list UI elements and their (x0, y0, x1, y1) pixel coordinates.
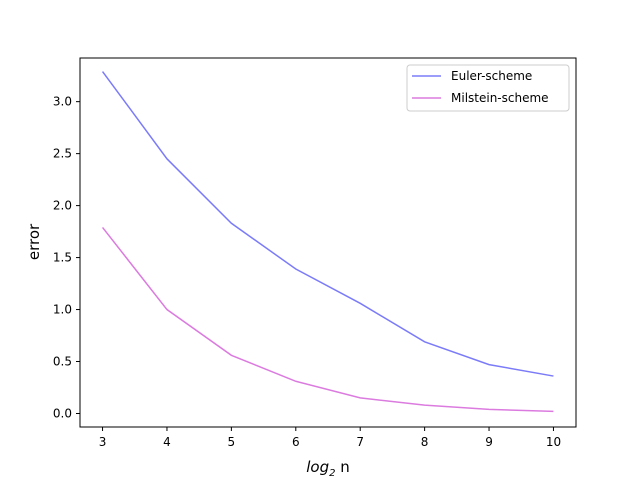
y-tick-label: 0.0 (53, 406, 72, 420)
y-tick-label: 1.5 (53, 251, 72, 265)
y-axis: 0.0 0.5 1.0 1.5 2.0 2.5 3.0 (53, 95, 80, 420)
x-tick-label: 7 (356, 435, 364, 449)
x-axis-label-base: log (306, 458, 329, 476)
series-line-milstein (101, 226, 554, 413)
legend-label: Euler-scheme (451, 69, 532, 83)
legend-box (406, 64, 570, 112)
y-tick-label: 1.0 (53, 303, 72, 317)
x-tick-label: 10 (546, 435, 561, 449)
x-tick-label: 3 (99, 435, 107, 449)
x-axis-label-sub: 2 (329, 468, 335, 479)
x-tick-label: 5 (228, 435, 236, 449)
y-axis-label: error (25, 223, 43, 260)
x-tick-label: 9 (485, 435, 493, 449)
x-tick-label: 6 (292, 435, 300, 449)
y-tick-label: 3.0 (53, 95, 72, 109)
plot-frame (79, 57, 577, 428)
y-tick-label: 2.0 (53, 199, 72, 213)
legend: Euler-scheme Milstein-scheme (406, 64, 570, 112)
x-tick-label: 4 (163, 435, 171, 449)
x-axis-label: log2 n (306, 458, 350, 479)
legend-label: Milstein-scheme (451, 91, 549, 105)
series-line-euler (101, 71, 554, 377)
x-tick-label: 8 (421, 435, 429, 449)
plot-lines (101, 71, 554, 413)
x-axis: 3 4 5 6 7 8 9 10 (99, 427, 561, 449)
y-tick-label: 0.5 (53, 355, 72, 369)
y-tick-label: 2.5 (53, 147, 72, 161)
x-axis-label-suffix: n (335, 458, 349, 476)
